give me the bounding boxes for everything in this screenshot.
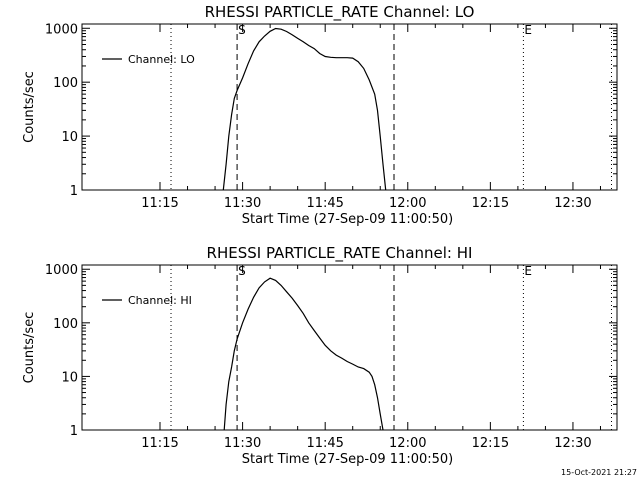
y-axis-label-hi: Counts/sec [22,312,37,384]
chart-title-lo: RHESSI PARTICLE_RATE Channel: LO [205,3,475,22]
event-marker-label-lo-3: E [524,23,532,37]
y-tick-label-lo-0: 1 [70,184,78,199]
x-tick-label-lo-4: 12:15 [472,196,509,211]
event-marker-label-hi-3: E [524,264,532,278]
x-tick-label-hi-3: 12:00 [389,436,426,451]
y-tick-label-lo-1: 10 [61,130,78,145]
chart-title-hi: RHESSI PARTICLE_RATE Channel: HI [207,244,473,263]
x-tick-label-hi-4: 12:15 [472,436,509,451]
x-tick-label-lo-5: 12:30 [554,196,591,211]
x-tick-label-lo-2: 11:45 [306,196,343,211]
x-tick-label-lo-1: 11:30 [224,196,261,211]
series-line-hi-0 [223,277,384,431]
legend-label-hi-0: Channel: HI [128,294,192,307]
x-tick-label-lo-3: 12:00 [389,196,426,211]
x-tick-label-hi-2: 11:45 [306,436,343,451]
y-tick-label-lo-3: 1000 [45,22,78,37]
x-tick-label-lo-0: 11:15 [141,196,178,211]
y-tick-label-hi-0: 1 [70,424,78,439]
y-tick-label-hi-1: 10 [61,370,78,385]
x-tick-label-hi-0: 11:15 [141,436,178,451]
legend-label-lo-0: Channel: LO [128,53,195,66]
event-marker-label-lo-0: S [238,23,246,37]
x-axis-label-hi: Start Time (27-Sep-09 11:00:50) [242,452,453,467]
y-tick-label-hi-3: 1000 [45,263,78,278]
plot-timestamp: 15-Oct-2021 21:27 [561,468,637,477]
x-axis-label-lo: Start Time (27-Sep-09 11:00:50) [242,212,453,227]
x-tick-label-hi-5: 12:30 [554,436,591,451]
y-tick-label-lo-2: 100 [53,76,78,91]
plot-frame-lo [81,23,618,191]
series-line-lo-0 [222,27,387,191]
y-tick-label-hi-2: 100 [53,317,78,332]
event-marker-label-hi-0: S [238,264,246,278]
y-axis-label-lo: Counts/sec [22,71,37,143]
plot-frame-hi [81,264,618,431]
x-tick-label-hi-1: 11:30 [224,436,261,451]
